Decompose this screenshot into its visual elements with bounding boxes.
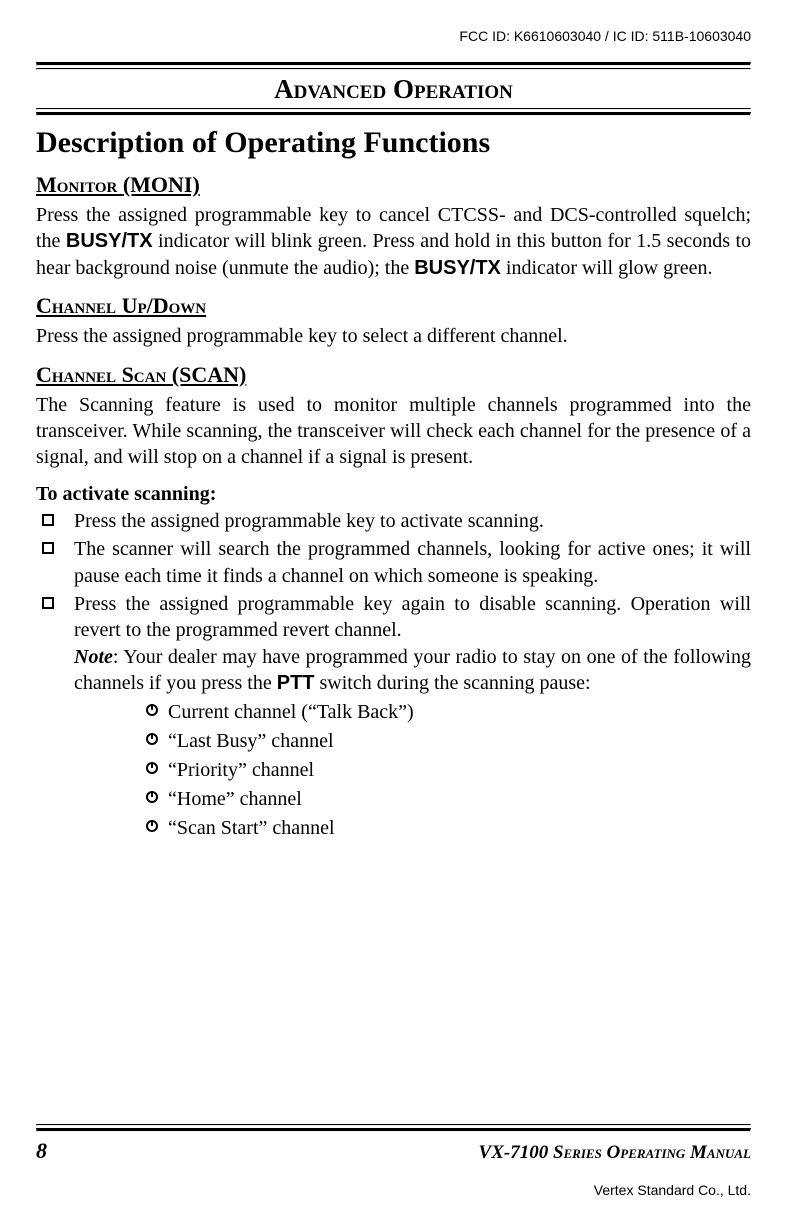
activate-lead: To activate scanning: <box>36 483 751 506</box>
activate-item-3-line1: Press the assigned programmable key agai… <box>74 593 751 641</box>
footer-rules <box>36 1124 751 1132</box>
updown-heading: Channel Up/Down <box>36 293 751 319</box>
monitor-heading: Monitor (MONI) <box>36 172 751 198</box>
page: FCC ID: K6610603040 / IC ID: 511B-106030… <box>0 0 787 1216</box>
monitor-body-post: indicator will glow green. <box>501 257 713 279</box>
note-channel-0: Current channel (“Talk Back”) <box>146 698 751 726</box>
activate-list: Press the assigned programmable key to a… <box>36 508 751 843</box>
footer-line: 8 VX-7100 Series Operating Manual <box>36 1138 751 1164</box>
note-channel-2: “Priority” channel <box>146 756 751 784</box>
busy-tx-1: BUSY/TX <box>66 230 153 252</box>
busy-tx-2: BUSY/TX <box>414 257 501 279</box>
fcc-id-line: FCC ID: K6610603040 / IC ID: 511B-106030… <box>36 28 751 44</box>
note-label: Note <box>74 646 113 668</box>
chapter-heading-block: Advanced Operation <box>36 68 751 116</box>
scan-heading: Channel Scan (SCAN) <box>36 362 751 388</box>
footer-rule-thin <box>36 1124 751 1126</box>
rule-top-thick <box>36 62 751 66</box>
scan-heading-main: Channel Scan <box>36 362 166 387</box>
company-name: Vertex Standard Co., Ltd. <box>594 1182 751 1198</box>
rule-under-thin <box>36 108 751 110</box>
note-post: switch during the scanning pause: <box>315 672 591 694</box>
scan-body: The Scanning feature is used to monitor … <box>36 392 751 471</box>
rule-under-thick <box>36 112 751 116</box>
activate-item-1: Press the assigned programmable key to a… <box>36 508 751 534</box>
note-channel-4: “Scan Start” channel <box>146 814 751 842</box>
ptt-label: PTT <box>277 672 315 694</box>
monitor-heading-main: Monitor <box>36 172 117 197</box>
manual-title: VX-7100 Series Operating Manual <box>479 1142 751 1164</box>
updown-body: Press the assigned programmable key to s… <box>36 323 751 349</box>
scan-heading-key: (SCAN) <box>172 362 247 387</box>
note-channel-list: Current channel (“Talk Back”) “Last Busy… <box>146 698 751 842</box>
activate-item-2: The scanner will search the programmed c… <box>36 536 751 589</box>
page-number: 8 <box>36 1138 47 1164</box>
footer-rule-thick <box>36 1128 751 1132</box>
chapter-title: Advanced Operation <box>36 70 751 108</box>
activate-item-3: Press the assigned programmable key agai… <box>36 591 751 843</box>
monitor-heading-key: (MONI) <box>123 172 200 197</box>
monitor-body: Press the assigned programmable key to c… <box>36 202 751 281</box>
note-channel-1: “Last Busy” channel <box>146 727 751 755</box>
note-channel-3: “Home” channel <box>146 785 751 813</box>
section-title: Description of Operating Functions <box>36 126 751 160</box>
